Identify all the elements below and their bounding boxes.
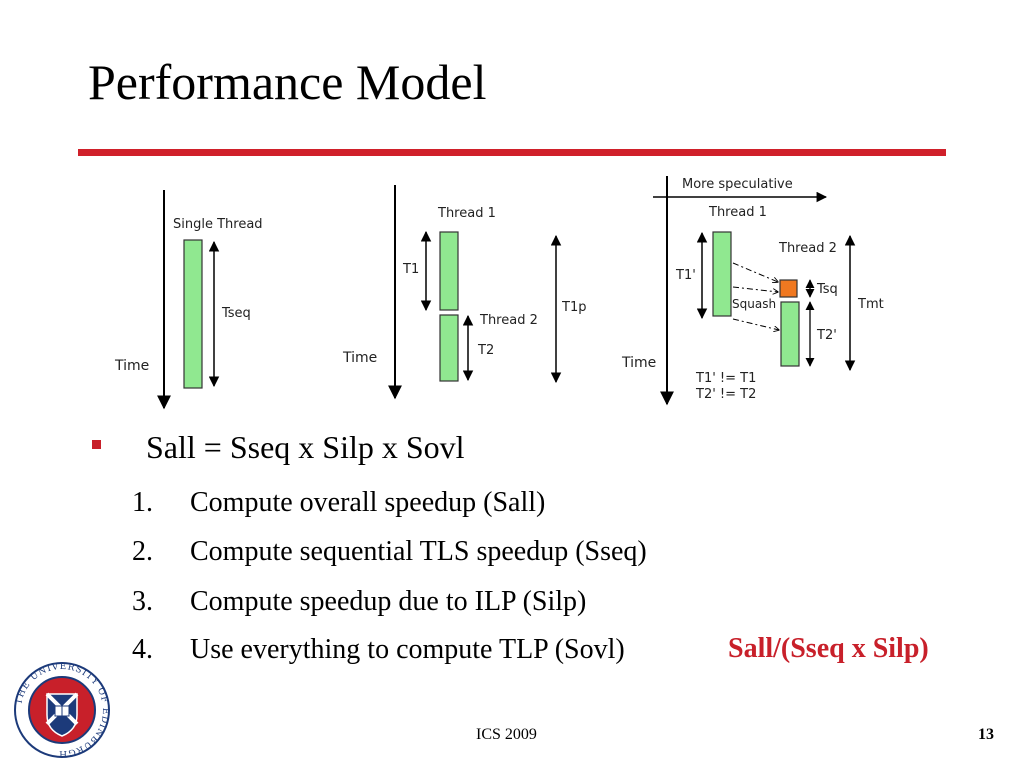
- squash-block: [779, 279, 798, 298]
- note-t2: T2' != T2: [695, 387, 756, 402]
- single-thread-bar: [183, 239, 203, 389]
- time-label: Time: [114, 358, 149, 374]
- dependency-arrow: [732, 262, 778, 282]
- page-number: 13: [978, 726, 994, 743]
- thread2-bar: [780, 301, 800, 367]
- thread1-label: Thread 1: [708, 205, 767, 220]
- thread2-label: Thread 2: [778, 241, 837, 256]
- university-crest-logo: THE UNIVERSITY OF EDINBURGH: [14, 662, 110, 758]
- thread2-bar: [439, 314, 459, 382]
- main-equation: Sall = Sseq x Silp x Sovl: [146, 429, 465, 465]
- t1p-label: T1p: [561, 300, 586, 315]
- item-text: Compute speedup due to ILP (Silp): [190, 586, 587, 617]
- t1prime-label: T1': [675, 268, 696, 283]
- parallel-threads-diagram: Thread 1 T1 T2 Thread 2 T1p Time: [342, 185, 586, 400]
- t1-label: T1: [402, 262, 419, 277]
- item-number: 3.: [132, 586, 153, 617]
- t2prime-label: T2': [816, 328, 837, 343]
- item-text: Use everything to compute TLP (Sovl): [190, 634, 625, 665]
- thread1-bar: [439, 231, 459, 311]
- footer-conference: ICS 2009: [476, 726, 537, 743]
- title-underline: [78, 149, 946, 156]
- squash-label: Squash: [732, 297, 776, 311]
- item-number: 4.: [132, 634, 153, 665]
- t2-label: T2: [477, 343, 494, 358]
- item-number: 1.: [132, 487, 153, 518]
- item-number: 2.: [132, 536, 153, 567]
- single-thread-diagram: Single Thread Tseq Time: [114, 190, 263, 410]
- tseq-label: Tseq: [221, 306, 251, 321]
- bullet-square: [92, 440, 101, 449]
- slide-title: Performance Model: [88, 54, 487, 110]
- thread2-label: Thread 2: [479, 313, 538, 328]
- speculative-threads-diagram: More speculative Thread 1 T1' Thread 2 S…: [621, 176, 884, 406]
- tmt-label: Tmt: [857, 297, 884, 312]
- time-label: Time: [342, 350, 377, 366]
- more-speculative-label: More speculative: [682, 177, 793, 192]
- dependency-arrow: [732, 286, 778, 292]
- note-t1: T1' != T1: [695, 371, 756, 386]
- time-label: Time: [621, 355, 656, 371]
- dependency-arrow: [732, 318, 779, 330]
- single-thread-label: Single Thread: [173, 217, 263, 232]
- thread1-label: Thread 1: [437, 206, 496, 221]
- item-text: Compute sequential TLS speedup (Sseq): [190, 536, 647, 567]
- thread1-bar: [712, 231, 732, 317]
- sovl-formula: Sall/(Sseq x Silp): [728, 633, 929, 664]
- item-text: Compute overall speedup (Sall): [190, 487, 546, 518]
- tsq-label: Tsq: [816, 282, 838, 297]
- thread-timing-diagram: Single Thread Tseq Time Thread 1 T1 T2 T…: [114, 176, 884, 410]
